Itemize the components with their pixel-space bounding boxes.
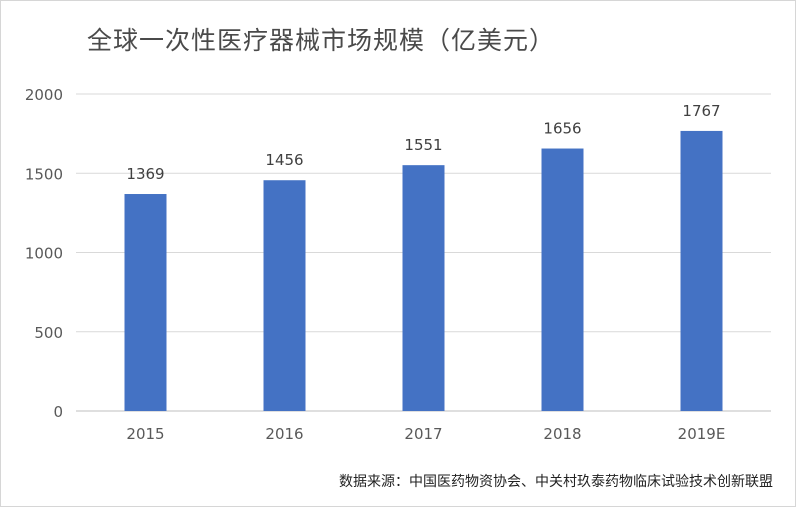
x-tick-label: 2016 xyxy=(265,425,303,443)
y-tick-label: 1500 xyxy=(25,165,63,183)
bar xyxy=(541,148,584,412)
chart-title: 全球一次性医疗器械市场规模（亿美元） xyxy=(86,26,555,55)
data-label: 1656 xyxy=(543,120,581,138)
data-label: 1767 xyxy=(682,102,720,120)
y-tick-label: 500 xyxy=(34,324,63,342)
bar xyxy=(402,165,445,411)
data-label: 1551 xyxy=(404,136,442,154)
data-label: 1456 xyxy=(265,151,303,169)
bar xyxy=(263,180,306,411)
bar xyxy=(680,130,723,412)
x-tick-label: 2018 xyxy=(543,425,581,443)
data-label: 1369 xyxy=(126,165,164,183)
x-tick-label: 2015 xyxy=(126,425,164,443)
x-tick-label: 2019E xyxy=(678,425,726,443)
y-tick-label: 2000 xyxy=(25,86,63,104)
y-tick-label: 1000 xyxy=(25,245,63,263)
y-tick-label: 0 xyxy=(53,403,63,421)
source-note: 数据来源：中国医药物资协会、中关村玖泰药物临床试验技术创新联盟 xyxy=(339,474,773,490)
x-tick-label: 2017 xyxy=(404,425,442,443)
bar xyxy=(124,194,167,411)
